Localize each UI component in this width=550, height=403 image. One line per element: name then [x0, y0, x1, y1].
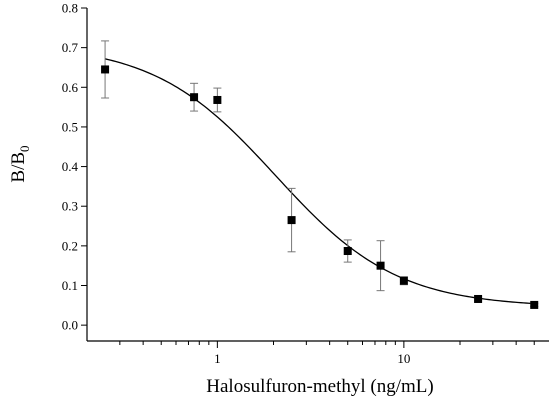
plot-frame: [86, 8, 549, 342]
y-tick-label: 0.2: [62, 238, 78, 253]
y-axis: 0.0 0.1 0.2 0.3 0.4 0.5 0.6 0.7 0.8: [62, 1, 87, 333]
data-point: [287, 216, 296, 225]
y-tick-label: 0.0: [62, 318, 78, 333]
data-point: [399, 276, 408, 285]
data-point: [530, 300, 539, 309]
y-tick-label: 0.5: [62, 119, 78, 134]
y-tick-label: 0.8: [62, 1, 78, 16]
y-tick-label: 0.7: [62, 40, 79, 55]
y-axis-label: B/B0: [8, 145, 32, 182]
data-point: [343, 247, 352, 256]
data-points: [101, 65, 539, 309]
data-point: [474, 294, 483, 303]
y-tick-label: 0.1: [62, 278, 78, 293]
data-point: [101, 65, 110, 74]
data-point: [213, 95, 222, 104]
y-axis-label-subscript: 0: [17, 145, 32, 152]
x-axis-label: Halosulfuron-methyl (ng/mL): [206, 376, 433, 397]
data-point: [190, 93, 199, 102]
x-tick-label: 1: [214, 351, 221, 366]
x-axis: 1 10: [119, 341, 535, 366]
y-axis-label-main: B/B: [8, 152, 29, 183]
y-tick-label: 0.6: [62, 80, 79, 95]
y-tick-label: 0.3: [62, 199, 78, 214]
fit-curve: [104, 58, 535, 305]
x-tick-label: 10: [397, 351, 410, 366]
data-point: [376, 261, 385, 270]
y-tick-label: 0.4: [62, 159, 79, 174]
